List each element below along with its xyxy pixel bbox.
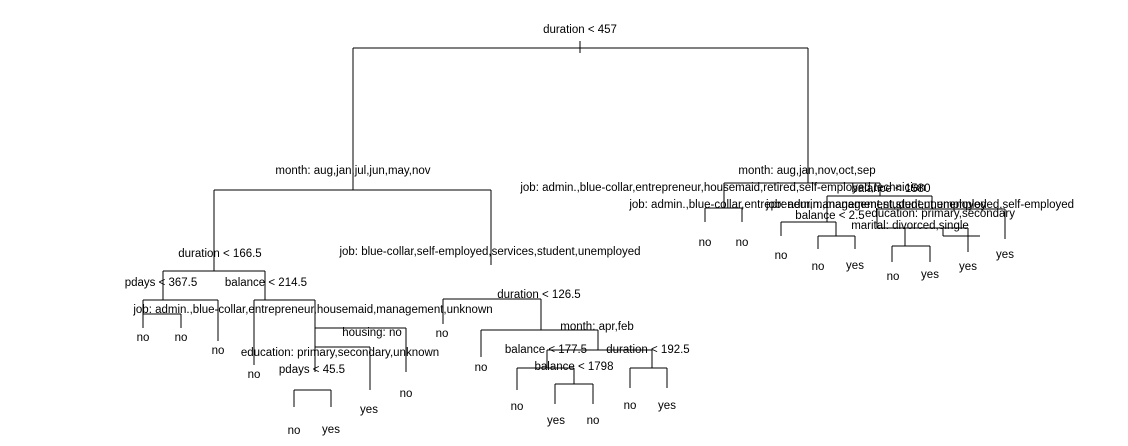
split-labels: duration < 457 month: aug,jan,jul,jun,ma…	[125, 24, 1074, 376]
leaf: no	[400, 388, 413, 400]
split-label-job-admin-right: job: admin.,management,student,unemploye…	[765, 199, 1074, 211]
split-label-balance-1798: balance < 1798	[535, 361, 614, 373]
leaf: no	[248, 369, 261, 381]
leaf: no	[288, 425, 301, 437]
leaf: yes	[921, 269, 939, 281]
leaf: yes	[846, 260, 864, 272]
leaf: no	[436, 328, 449, 340]
leaf: yes	[959, 261, 977, 273]
split-label-pdays-367: pdays < 367.5	[125, 277, 198, 289]
split-label-job-management: job: admin.,blue-collar,entrepreneur,man…	[628, 199, 986, 211]
leaf: no	[775, 250, 788, 262]
split-label-balance-177: balance < 177.5	[505, 344, 587, 356]
leaf: no	[212, 345, 225, 357]
leaf: yes	[996, 249, 1014, 261]
leaf: no	[587, 415, 600, 427]
split-label-job-admin: job: admin.,blue-collar,entrepreneur,hou…	[132, 304, 492, 316]
leaf: yes	[322, 424, 340, 436]
leaf: no	[624, 400, 637, 412]
leaf: no	[699, 237, 712, 249]
leaf: yes	[547, 415, 565, 427]
leaf: no	[736, 237, 749, 249]
leaf: no	[511, 401, 524, 413]
split-label-month-right: month: aug,jan,nov,oct,sep	[738, 165, 875, 177]
leaf: no	[475, 362, 488, 374]
split-label-duration-192: duration < 192.5	[606, 344, 689, 356]
split-label-balance-214: balance < 214.5	[225, 277, 307, 289]
tree-edges	[142, 41, 1006, 407]
leaf: yes	[658, 400, 676, 412]
leaf: no	[887, 271, 900, 283]
split-label-housing: housing: no	[342, 327, 401, 339]
split-label-marital: marital: divorced,single	[851, 220, 969, 232]
split-label-job-bluecollar: job: blue-collar,self-employed,services,…	[338, 246, 640, 258]
split-label-pdays-45: pdays < 45.5	[279, 364, 345, 376]
split-label-duration-126: duration < 126.5	[497, 289, 580, 301]
split-label-balance-1580: balance < 1580	[852, 183, 931, 195]
leaf: no	[175, 332, 188, 344]
leaf-labels: no no no no no no no yes yes no no yes n…	[137, 237, 1015, 437]
split-label-month-left: month: aug,jan,jul,jun,may,nov	[275, 165, 430, 177]
split-label-job-retired: job: admin.,blue-collar,entrepreneur,hou…	[519, 182, 925, 194]
leaf: no	[812, 261, 825, 273]
split-label-duration-166: duration < 166.5	[178, 248, 261, 260]
split-label-balance-2-5: balance < 2.5	[795, 210, 864, 222]
split-label-education: education: primary,secondary,unknown	[241, 347, 439, 359]
leaf: no	[137, 332, 150, 344]
split-label-education-right: education: primary,secondary	[865, 208, 1015, 220]
split-label-month-aprfeb: month: apr,feb	[560, 321, 634, 333]
leaf: yes	[360, 404, 378, 416]
root-split-label: duration < 457	[543, 24, 617, 36]
